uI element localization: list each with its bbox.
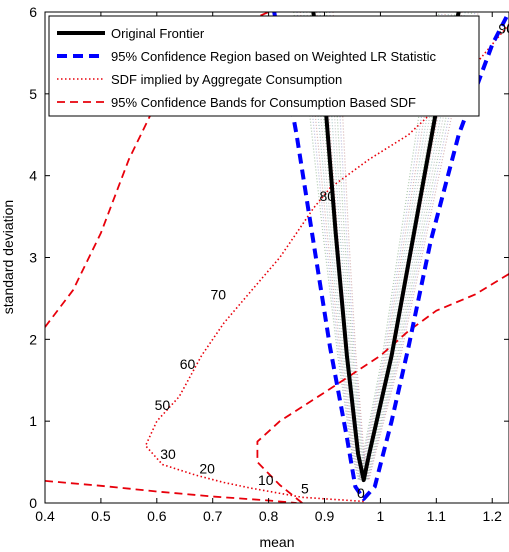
bootstrap-frontier [302,12,450,481]
legend: Original Frontier 95% Confidence Region … [48,15,480,117]
legend-label-confidence-bands: 95% Confidence Bands for Consumption Bas… [111,95,416,110]
y-tick-label: 1 [29,413,37,429]
x-tick-label: 1.1 [427,508,447,524]
x-tick-label: 0.8 [259,508,279,524]
legend-box [48,15,480,117]
series-line-1-points [272,12,509,501]
y-tick-label: 5 [29,86,37,102]
y-axis-label: standard deviation [0,200,16,314]
curve-annotation: 10 [258,472,274,488]
bootstrap-frontier [322,12,470,481]
curve-annotation: 5 [301,480,309,496]
curve-annotation: 0 [357,485,365,501]
curve-annotation: 20 [199,461,215,477]
bootstrap-frontier [332,12,479,481]
annotation-layer: 0 5 10 20 30 50 60 70 80 90 [155,20,509,501]
y-tick-label: 4 [29,168,37,184]
x-tick-label: 0.5 [91,508,111,524]
legend-label-consumption-sdf: SDF implied by Aggregate Consumption [111,72,342,87]
curve-annotation: 50 [155,397,171,413]
x-axis-label: mean [259,534,294,550]
series-layer [45,12,509,503]
curve-annotation: 90 [498,20,509,36]
curve-annotation: 80 [320,188,336,204]
bootstrap-frontier [325,12,473,481]
series-line-2-points [144,23,509,503]
x-tick-label: 0.6 [147,508,167,524]
legend-label-original-frontier: Original Frontier [111,26,205,41]
series-line-3-points-inner [256,273,509,503]
x-tick-label: 0.7 [203,508,223,524]
x-tick-label: 1 [377,508,385,524]
legend-label-confidence-region: 95% Confidence Region based on Weighted … [111,49,436,64]
y-tick-label: 6 [29,4,37,20]
series-line-0-points [311,12,461,483]
y-tick-label: 3 [29,250,37,266]
y-tick-label: 0 [29,495,37,511]
x-tick-label: 0.4 [35,508,55,524]
curve-annotation: 70 [211,286,227,302]
series-line-3-points-lower [45,480,297,503]
x-tick-label: 1.2 [482,508,502,524]
bootstrap-frontier [293,12,440,481]
curve-annotation: 30 [160,446,176,462]
curve-annotation: 60 [180,356,196,372]
bootstrap-frontier [329,12,476,481]
x-tick-label: 0.9 [315,508,335,524]
y-tick-label: 2 [29,331,37,347]
